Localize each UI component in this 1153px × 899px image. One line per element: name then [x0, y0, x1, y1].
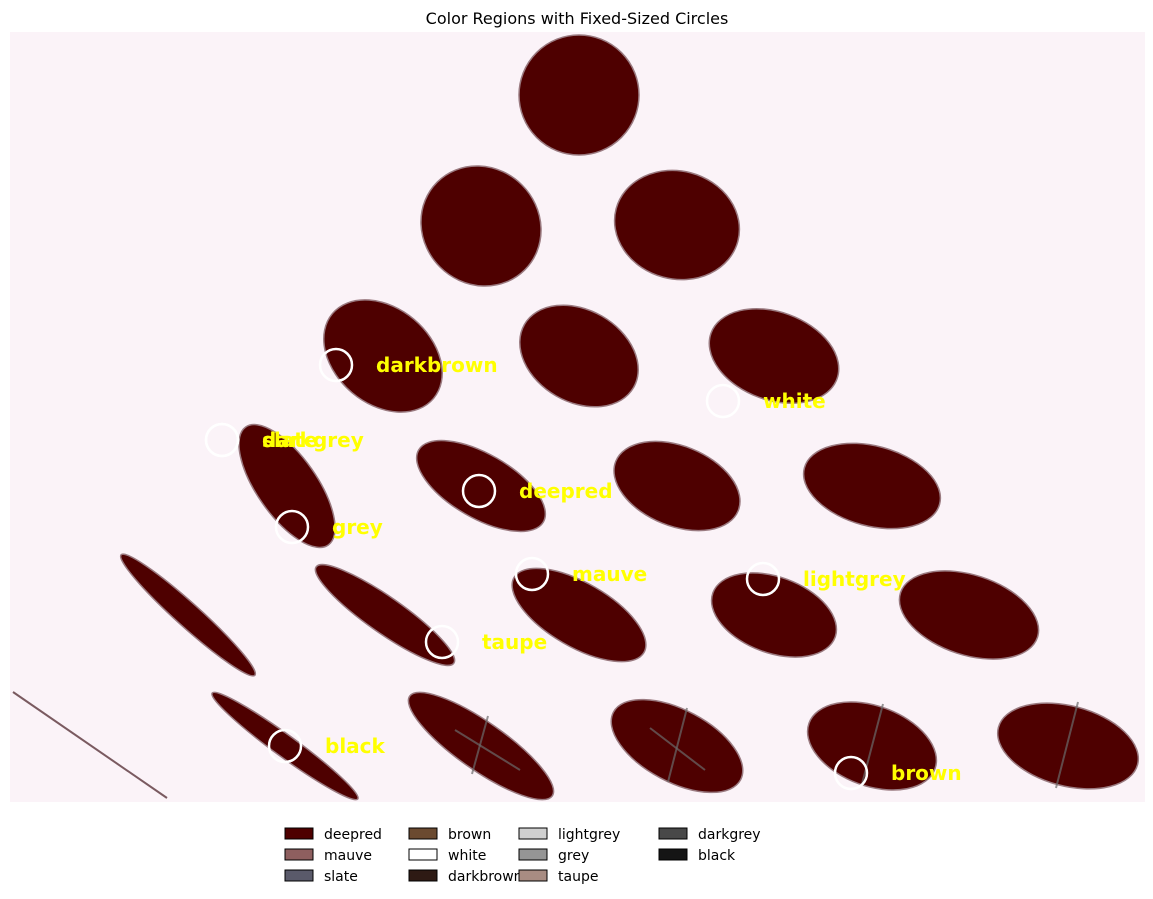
legend-swatch-slate [284, 869, 314, 882]
legend-swatch-white [408, 848, 438, 861]
color-region-blob [323, 299, 443, 413]
marker-circle-taupe [424, 624, 460, 660]
marker-circle-lightgrey [745, 561, 781, 597]
legend-label-deepred: deepred [324, 827, 382, 843]
legend-label-white: white [448, 848, 486, 864]
thin-diagonal-region [12, 691, 168, 799]
color-region-blob [710, 572, 838, 658]
color-region-blob [613, 440, 741, 532]
marker-circle-grey [274, 509, 310, 545]
marker-circle-darkgrey [204, 422, 240, 458]
color-region-blob [708, 307, 840, 405]
color-region-blob [211, 691, 359, 801]
legend-label-taupe: taupe [558, 869, 598, 885]
legend-swatch-deepred [284, 827, 314, 840]
marker-label-slate: slate [262, 428, 317, 452]
legend-swatch-darkbrown [408, 869, 438, 882]
legend-swatch-lightgrey [518, 827, 548, 840]
marker-label-mauve: mauve [572, 562, 647, 586]
marker-circle-white [705, 383, 741, 419]
marker-label-grey: grey [332, 515, 383, 539]
legend-label-brown: brown [448, 827, 491, 843]
legend-swatch-grey [518, 848, 548, 861]
blob-layer [12, 34, 1140, 801]
marker-label-darkbrown: darkbrown [376, 353, 498, 377]
legend: deepred mauve slate brown white darkbrown ligh… [276, 818, 882, 890]
color-region-blob [119, 553, 257, 677]
marker-label-brown: brown [891, 761, 962, 785]
stick-layer [454, 701, 1079, 789]
stick-mark [454, 729, 521, 771]
legend-label-darkbrown: darkbrown [448, 869, 523, 885]
color-region-blob [314, 563, 456, 667]
chart-title: Color Regions with Fixed-Sized Circles [426, 9, 729, 28]
legend-swatch-taupe [518, 869, 548, 882]
legend-label-darkgrey: darkgrey [698, 827, 761, 843]
legend-swatch-brown [408, 827, 438, 840]
legend-label-mauve: mauve [324, 848, 372, 864]
marker-circle-mauve [514, 556, 550, 592]
legend-label-slate: slate [324, 869, 358, 885]
color-region-blob [511, 567, 647, 663]
marker-circle-darkbrown [318, 347, 354, 383]
color-region-blob [898, 570, 1040, 660]
color-region-blob [420, 165, 542, 287]
color-region-blob [238, 423, 336, 549]
legend-box [276, 818, 882, 890]
stick-mark [649, 727, 706, 771]
stick-mark [667, 707, 688, 783]
marker-label-lightgrey: lightgrey [803, 567, 906, 591]
color-region-blob [613, 169, 741, 281]
marker-label-darkgrey: darkgrey [262, 428, 364, 452]
marker-label-white: white [763, 389, 826, 413]
stick-mark [861, 703, 884, 785]
color-region-blob [802, 442, 942, 530]
marker-circle-brown [833, 755, 869, 791]
color-region-blob [415, 439, 547, 533]
legend-label-lightgrey: lightgrey [558, 827, 620, 843]
marker-circle-black [267, 728, 303, 764]
color-region-blob [518, 34, 640, 156]
legend-swatch-darkgrey [658, 827, 688, 840]
stick-mark [1055, 701, 1079, 789]
legend-label-black: black [698, 848, 736, 864]
legend-swatch-black [658, 848, 688, 861]
legend-swatch-mauve [284, 848, 314, 861]
marker-label-black: black [325, 734, 386, 758]
marker-circle-deepred [461, 473, 497, 509]
color-region-blob [519, 304, 639, 408]
plot-background [10, 32, 1145, 802]
marker-label-taupe: taupe [482, 630, 547, 654]
legend-label-grey: grey [558, 848, 589, 864]
marker-label-deepred: deepred [519, 479, 613, 503]
